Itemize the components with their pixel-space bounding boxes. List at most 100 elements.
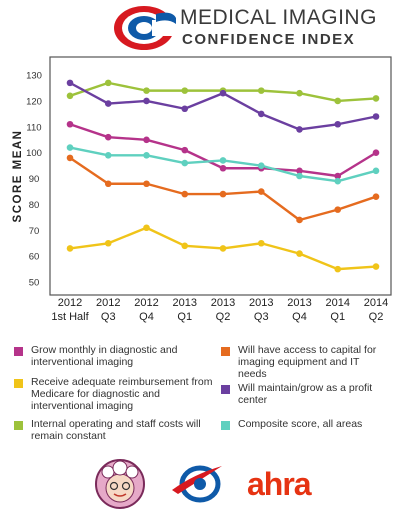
legend-label: Grow monthly in diagnostic and intervent… — [31, 344, 178, 368]
data-point — [181, 242, 189, 250]
y-tick-label: 120 — [26, 96, 42, 107]
y-tick-label: 70 — [29, 226, 40, 237]
data-point — [257, 239, 265, 247]
data-point — [181, 146, 189, 154]
y-tick-label: 130 — [26, 71, 42, 82]
x-tick-label: 2012 — [96, 297, 120, 309]
data-point — [334, 97, 342, 105]
legend-swatch — [221, 347, 230, 356]
data-point — [66, 245, 74, 252]
x-tick-label: 2013 — [287, 297, 311, 309]
x-tick-sublabel: Q3 — [254, 311, 269, 323]
legend-swatch — [14, 379, 23, 388]
data-point — [372, 263, 380, 270]
data-point — [143, 224, 150, 232]
logo-icon — [114, 6, 176, 50]
data-point — [143, 136, 150, 144]
x-tick-label: 2014 — [326, 297, 350, 309]
x-tick-sublabel: Q2 — [369, 311, 384, 323]
data-point — [104, 180, 112, 188]
data-point — [372, 167, 380, 175]
x-tick-sublabel: Q3 — [101, 311, 116, 323]
data-point — [296, 126, 303, 133]
data-point — [104, 152, 112, 159]
data-point — [219, 190, 227, 198]
x-tick-label: 2014 — [364, 297, 388, 309]
legend-label: Receive adequate reimbursement from Medi… — [31, 376, 213, 412]
data-point — [219, 245, 227, 252]
legend-label: Internal operating and staff costs will … — [31, 418, 201, 442]
data-point — [143, 87, 150, 94]
data-point — [296, 250, 303, 257]
data-point — [181, 190, 189, 198]
data-point — [181, 159, 189, 167]
data-point — [296, 89, 303, 97]
page-title: MEDICAL IMAGING — [180, 6, 377, 29]
data-point — [257, 188, 265, 195]
legend-item: Internal operating and staff costs will … — [14, 418, 214, 442]
grandmother-mascot-icon — [95, 459, 145, 509]
x-tick-sublabel: Q4 — [292, 311, 307, 323]
data-point — [143, 180, 150, 188]
x-tick-sublabel: Q1 — [330, 311, 345, 323]
y-tick-label: 50 — [29, 278, 40, 289]
data-point — [66, 92, 74, 100]
data-point — [372, 113, 380, 120]
legend-swatch — [14, 421, 23, 430]
y-tick-label: 110 — [26, 122, 41, 133]
ahra-logo: ahra — [247, 466, 312, 502]
y-tick-label: 90 — [29, 174, 40, 185]
data-point — [257, 87, 265, 94]
data-point — [296, 167, 303, 175]
data-point — [372, 193, 380, 200]
data-point — [334, 265, 342, 273]
data-point — [181, 87, 189, 94]
x-tick-label: 2013 — [173, 297, 197, 309]
y-tick-label: 80 — [29, 200, 40, 211]
legend-label: Will maintain/grow as a profit center — [238, 382, 373, 406]
page-subtitle: CONFIDENCE INDEX — [182, 31, 356, 48]
y-axis-label: SCORE MEAN — [12, 130, 24, 223]
x-tick-sublabel: 1st Half — [51, 311, 89, 323]
x-tick-label: 2013 — [211, 297, 235, 309]
data-point — [104, 79, 112, 87]
data-point — [372, 149, 380, 157]
data-point — [143, 152, 150, 159]
x-tick-label: 2012 — [134, 297, 158, 309]
legend-swatch — [14, 347, 23, 356]
x-tick-label: 2013 — [249, 297, 273, 309]
data-point — [104, 133, 112, 141]
legend-item: Will maintain/grow as a profit center — [221, 382, 386, 406]
data-point — [219, 89, 227, 97]
x-tick-sublabel: Q2 — [216, 311, 231, 323]
legend-label: Will have access to capital for imaging … — [238, 344, 377, 380]
data-point — [257, 162, 265, 169]
data-point — [143, 97, 150, 105]
data-point — [66, 154, 74, 162]
data-point — [104, 100, 112, 107]
line-chart: SCORE MEAN 50 60 70 80 90 100 110 120 130 2012 1s… — [12, 56, 392, 323]
legend-item: Grow monthly in diagnostic and intervent… — [14, 344, 204, 368]
data-point — [181, 105, 189, 113]
data-point — [219, 164, 227, 172]
data-point — [104, 239, 112, 247]
y-tick-label: 60 — [29, 252, 40, 263]
legend-item: Composite score, all areas — [221, 418, 396, 430]
data-point — [66, 120, 74, 128]
x-tick-label: 2012 — [58, 297, 82, 309]
x-tick-sublabel: Q4 — [139, 311, 154, 323]
legend-swatch — [221, 385, 230, 394]
data-point — [372, 95, 380, 102]
plot-area — [49, 56, 392, 296]
data-point — [296, 216, 303, 224]
legend-item: Will have access to capital for imaging … — [221, 344, 386, 380]
header: MEDICAL IMAGING CONFIDENCE INDEX — [0, 0, 400, 58]
data-point — [66, 144, 74, 151]
data-point — [257, 110, 265, 118]
swoosh-logo-icon — [172, 465, 222, 503]
y-tick-label: 100 — [26, 148, 42, 159]
data-point — [296, 172, 303, 180]
legend-label: Composite score, all areas — [238, 418, 363, 430]
x-tick-sublabel: Q1 — [177, 311, 192, 323]
legend-swatch — [221, 421, 230, 430]
